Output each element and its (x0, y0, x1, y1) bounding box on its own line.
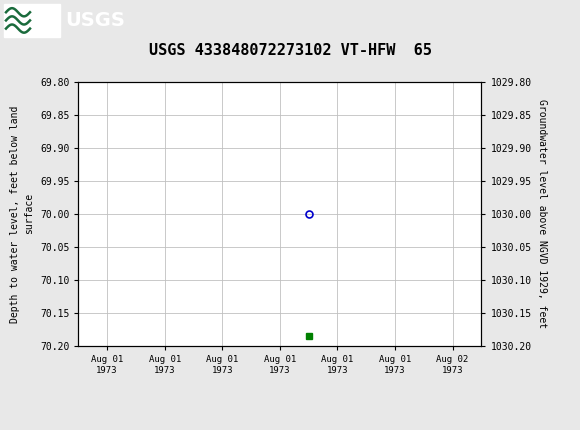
Text: USGS 433848072273102 VT-HFW  65: USGS 433848072273102 VT-HFW 65 (148, 43, 432, 58)
Polygon shape (4, 4, 60, 37)
Y-axis label: Groundwater level above NGVD 1929, feet: Groundwater level above NGVD 1929, feet (537, 99, 547, 329)
Y-axis label: Depth to water level, feet below land
surface: Depth to water level, feet below land su… (10, 105, 34, 322)
Text: USGS: USGS (65, 11, 125, 30)
